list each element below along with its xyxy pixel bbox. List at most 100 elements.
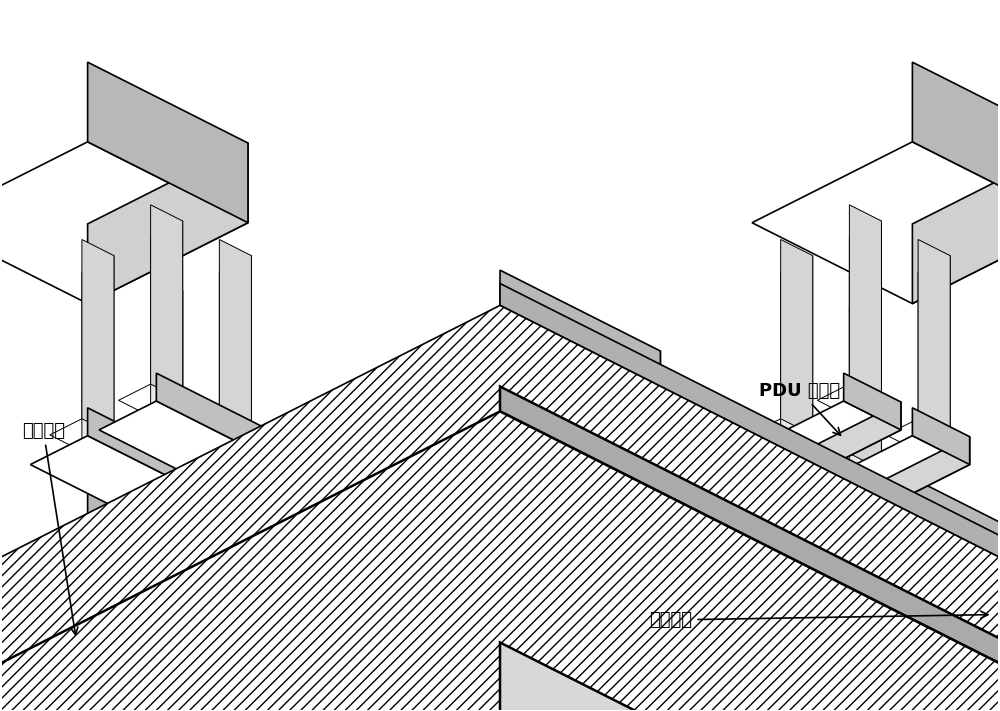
Polygon shape — [826, 631, 859, 711]
Polygon shape — [119, 384, 183, 417]
Polygon shape — [187, 419, 251, 451]
Polygon shape — [912, 62, 1000, 223]
Polygon shape — [849, 221, 881, 417]
Polygon shape — [119, 454, 183, 486]
Polygon shape — [781, 256, 813, 451]
Polygon shape — [0, 412, 1000, 711]
Polygon shape — [36, 670, 506, 711]
Polygon shape — [886, 419, 950, 451]
Polygon shape — [151, 274, 183, 469]
Polygon shape — [964, 631, 996, 711]
Polygon shape — [174, 631, 206, 711]
Polygon shape — [964, 615, 996, 711]
Polygon shape — [580, 422, 612, 617]
Polygon shape — [500, 478, 532, 673]
Polygon shape — [752, 141, 1000, 304]
Polygon shape — [105, 650, 137, 711]
Polygon shape — [500, 270, 660, 407]
Polygon shape — [374, 581, 431, 638]
Polygon shape — [340, 326, 660, 488]
Text: 辅助气室: 辅助气室 — [22, 422, 78, 635]
Polygon shape — [448, 642, 506, 698]
Polygon shape — [50, 419, 114, 451]
Polygon shape — [105, 580, 137, 711]
Polygon shape — [895, 650, 927, 711]
Polygon shape — [781, 240, 813, 435]
Polygon shape — [849, 205, 881, 400]
Polygon shape — [569, 436, 970, 638]
Polygon shape — [82, 256, 114, 451]
Polygon shape — [174, 615, 206, 711]
Polygon shape — [918, 256, 950, 451]
Polygon shape — [88, 143, 248, 304]
Polygon shape — [36, 615, 68, 711]
Polygon shape — [420, 438, 452, 633]
Text: 横向支座: 横向支座 — [649, 611, 988, 629]
Polygon shape — [912, 478, 1000, 638]
Polygon shape — [151, 290, 183, 486]
Polygon shape — [156, 373, 500, 574]
Polygon shape — [219, 256, 251, 451]
Polygon shape — [93, 670, 506, 711]
Polygon shape — [0, 558, 248, 711]
Polygon shape — [88, 478, 248, 638]
Polygon shape — [557, 402, 901, 603]
Polygon shape — [380, 607, 437, 664]
Polygon shape — [88, 408, 431, 609]
Polygon shape — [468, 560, 532, 593]
Polygon shape — [817, 384, 881, 417]
Polygon shape — [626, 437, 970, 638]
Text: 弹性元件: 弹性元件 — [0, 710, 1, 711]
Polygon shape — [105, 597, 137, 711]
Polygon shape — [895, 597, 927, 711]
Polygon shape — [105, 665, 137, 711]
Polygon shape — [0, 635, 437, 711]
Polygon shape — [849, 274, 881, 469]
Polygon shape — [468, 641, 532, 673]
Polygon shape — [494, 670, 964, 711]
Polygon shape — [500, 351, 660, 488]
Polygon shape — [500, 643, 844, 711]
Polygon shape — [151, 205, 183, 400]
Polygon shape — [500, 462, 532, 658]
Polygon shape — [895, 580, 927, 711]
Polygon shape — [443, 547, 500, 603]
Polygon shape — [25, 636, 437, 711]
Polygon shape — [30, 436, 431, 638]
Polygon shape — [912, 559, 1000, 711]
Polygon shape — [552, 642, 964, 711]
Polygon shape — [500, 381, 532, 577]
Polygon shape — [895, 665, 927, 711]
Text: PDU 安装位: PDU 安装位 — [759, 382, 841, 435]
Polygon shape — [219, 240, 251, 435]
Polygon shape — [817, 454, 881, 486]
Polygon shape — [548, 601, 612, 633]
Polygon shape — [151, 221, 183, 417]
Polygon shape — [749, 419, 813, 451]
Polygon shape — [563, 635, 1000, 711]
Polygon shape — [500, 387, 1000, 711]
Polygon shape — [500, 397, 532, 593]
Polygon shape — [36, 631, 68, 711]
Polygon shape — [500, 284, 1000, 711]
Polygon shape — [918, 240, 950, 435]
Polygon shape — [88, 62, 248, 223]
Polygon shape — [752, 558, 1000, 711]
Polygon shape — [844, 373, 901, 430]
Polygon shape — [580, 438, 612, 633]
Polygon shape — [912, 143, 1000, 304]
Polygon shape — [849, 290, 881, 486]
Polygon shape — [99, 401, 500, 603]
Polygon shape — [912, 408, 970, 464]
Polygon shape — [82, 240, 114, 435]
Polygon shape — [0, 141, 248, 304]
Polygon shape — [500, 401, 901, 603]
Polygon shape — [420, 422, 452, 617]
Polygon shape — [0, 306, 1000, 711]
Text: 工作台: 工作台 — [0, 710, 1, 711]
Polygon shape — [620, 607, 1000, 711]
Text: UPS 电源: UPS 电源 — [0, 710, 1, 711]
Polygon shape — [388, 601, 452, 633]
Polygon shape — [826, 615, 859, 711]
Polygon shape — [88, 559, 248, 711]
